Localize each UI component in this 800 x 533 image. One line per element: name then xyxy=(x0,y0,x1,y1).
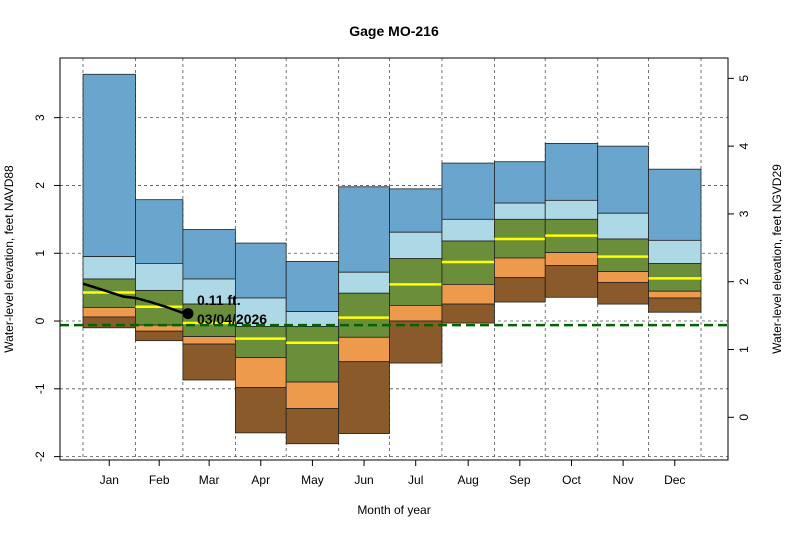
band-p90-jun xyxy=(338,271,390,294)
band-max-feb xyxy=(135,199,184,264)
band-p75-jul xyxy=(389,258,443,306)
band-p25-sep xyxy=(494,257,546,279)
x-axis-label: Month of year xyxy=(357,503,430,517)
band-p90-aug xyxy=(441,218,495,242)
annotation-date: 03/04/2026 xyxy=(197,311,267,327)
x-tick-label: Jun xyxy=(354,473,373,487)
band-p10-nov xyxy=(597,281,649,305)
band-max-sep xyxy=(494,161,546,204)
band-max-jan xyxy=(82,73,136,258)
band-p90-nov xyxy=(597,212,649,240)
band-p25-aug xyxy=(441,284,495,305)
band-p90-jan xyxy=(82,256,136,280)
band-p90-oct xyxy=(544,199,599,220)
y-axis-label-left: Water-level elevation, feet NAVD88 xyxy=(2,165,16,353)
band-p10-may xyxy=(285,408,340,445)
band-p25-jan xyxy=(82,307,136,318)
y-tick-label-right: 3 xyxy=(737,210,751,217)
band-max-mar xyxy=(182,229,236,280)
band-p25-dec xyxy=(648,290,702,299)
plot-frame xyxy=(59,57,729,461)
x-tick-label: Apr xyxy=(251,473,270,487)
y-tick-label-right: 5 xyxy=(737,75,751,82)
band-p90-dec xyxy=(648,239,702,264)
band-p10-aug xyxy=(441,303,495,324)
x-tick-label: Jan xyxy=(100,473,119,487)
band-p10-mar xyxy=(182,343,236,381)
band-p10-sep xyxy=(494,277,546,303)
band-p75-nov xyxy=(597,238,649,272)
band-p75-jun xyxy=(338,292,390,338)
band-p90-feb xyxy=(135,263,184,291)
x-tick-label: Dec xyxy=(664,473,685,487)
x-tick-label: Oct xyxy=(562,473,581,487)
y-tick-label-left: -2 xyxy=(33,451,47,462)
y-axis-label-right: Water-level elevation, feet NGVD29 xyxy=(770,164,784,354)
band-p75-apr xyxy=(234,326,287,359)
x-tick-label: Jul xyxy=(408,473,423,487)
band-p10-dec xyxy=(648,297,702,313)
band-p10-jul xyxy=(389,320,443,364)
band-max-jul xyxy=(389,188,443,233)
y-tick-label-right: 4 xyxy=(737,142,751,149)
chart-title: Gage MO-216 xyxy=(349,23,439,39)
band-p10-feb xyxy=(135,330,184,342)
y-tick-label-right: 1 xyxy=(737,346,751,353)
band-p10-jun xyxy=(338,361,390,434)
band-p90-sep xyxy=(494,202,546,220)
band-max-apr xyxy=(234,242,287,299)
band-p25-may xyxy=(285,381,340,409)
band-p25-jul xyxy=(389,305,443,322)
y-tick-label-right: 2 xyxy=(737,278,751,285)
band-max-may xyxy=(285,260,340,312)
current-water-level-line xyxy=(82,282,189,315)
band-max-oct xyxy=(544,143,599,201)
y-tick-label-left: 0 xyxy=(33,317,47,324)
band-p25-oct xyxy=(544,252,599,266)
band-p25-jun xyxy=(338,336,390,363)
y-tick-label-left: 2 xyxy=(33,182,47,189)
band-p90-jul xyxy=(389,231,443,260)
x-tick-label: Feb xyxy=(149,473,170,487)
x-tick-label: Mar xyxy=(199,473,220,487)
band-max-jun xyxy=(338,186,390,273)
band-p10-apr xyxy=(234,387,287,434)
y-tick-label-left: 3 xyxy=(33,114,47,121)
band-p75-may xyxy=(285,326,340,383)
y-tick-label-left: -1 xyxy=(33,383,47,394)
x-tick-label: May xyxy=(301,473,324,487)
band-p25-mar xyxy=(182,336,236,345)
x-tick-label: Sep xyxy=(509,473,531,487)
band-p25-apr xyxy=(234,357,287,388)
x-tick-label: Nov xyxy=(612,473,633,487)
band-max-aug xyxy=(441,162,495,220)
x-tick-label: Aug xyxy=(458,473,479,487)
band-max-dec xyxy=(648,168,702,241)
y-tick-label-right: 0 xyxy=(737,414,751,421)
annotation-value: 0.11 ft. xyxy=(197,292,241,308)
band-max-nov xyxy=(597,145,649,214)
band-p10-oct xyxy=(544,265,599,298)
current-point xyxy=(182,308,194,320)
band-p25-nov xyxy=(597,271,649,283)
y-tick-label-left: 1 xyxy=(33,250,47,257)
